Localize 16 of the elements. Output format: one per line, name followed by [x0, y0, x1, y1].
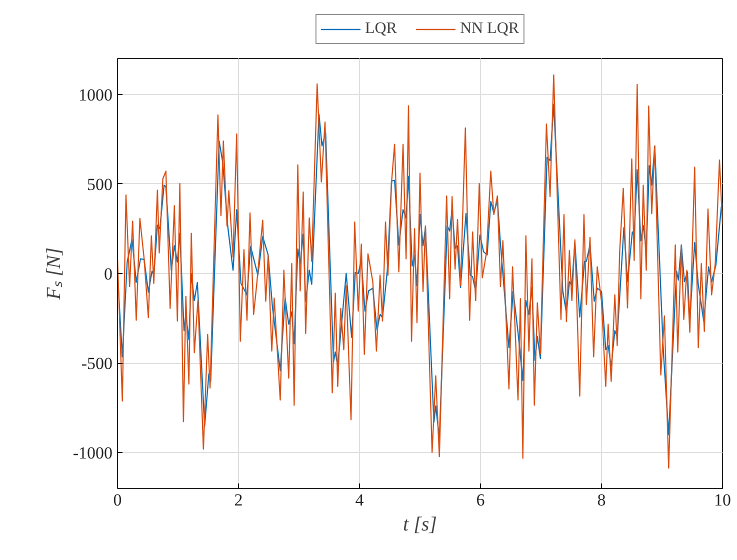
x-tick-label: 2	[234, 490, 243, 510]
y-tick-label: -1000	[72, 444, 113, 463]
y-tick-label: -500	[81, 354, 113, 374]
line-series	[118, 104, 722, 439]
legend-label: NN LQR	[460, 20, 520, 38]
y-axis-title: Fₛ [N]	[42, 247, 65, 301]
x-tick-label: 6	[476, 490, 485, 510]
y-tick-label: 500	[87, 174, 112, 194]
y-tick-label: 0	[104, 264, 112, 284]
line-series	[118, 74, 722, 469]
legend-label: LQR	[364, 20, 397, 38]
x-tick-label: 8	[597, 490, 606, 510]
x-axis-title: t [s]	[403, 514, 437, 536]
x-tick-label: 10	[714, 490, 731, 510]
y-tick-label: 1000	[78, 85, 112, 104]
x-tick-label: 4	[355, 490, 364, 510]
